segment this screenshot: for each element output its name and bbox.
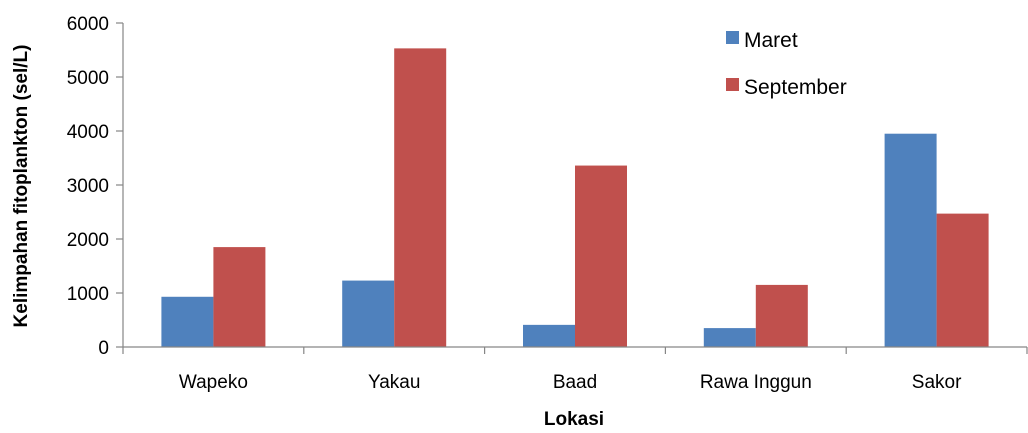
legend: Maret September (726, 29, 847, 99)
legend-label: Maret (744, 29, 798, 52)
bar-maret-yakau (342, 280, 395, 347)
y-tick-label: 6000 (67, 14, 109, 35)
y-axis-ticks: 0 1000 2000 3000 4000 5000 6000 (67, 14, 123, 359)
x-category-label: Wapeko (179, 372, 248, 393)
x-axis-ticks: Wapeko Yakau Baad Rawa Inggun Sakor (122, 347, 1028, 393)
x-category-label: Sakor (912, 372, 962, 393)
y-tick-label: 5000 (67, 68, 109, 89)
bar-maret-rawa-inggun (703, 328, 756, 347)
bar-september-yakau (394, 48, 447, 347)
legend-swatch (726, 78, 739, 91)
bar-september-rawa-inggun (755, 284, 808, 347)
x-category-label: Baad (553, 372, 597, 393)
y-tick-label: 0 (98, 338, 109, 359)
bar-maret-wapeko (161, 296, 214, 347)
bar-september-baad (575, 165, 627, 347)
bar-september-wapeko (213, 247, 266, 347)
x-axis-title: Lokasi (544, 409, 604, 430)
x-category-label: Rawa Inggun (700, 372, 812, 393)
bar-september-sakor (936, 213, 989, 347)
y-tick-label: 1000 (67, 284, 109, 305)
x-category-label: Yakau (368, 372, 420, 393)
y-tick-label: 3000 (67, 176, 109, 197)
y-tick-label: 4000 (67, 122, 109, 143)
legend-swatch (726, 31, 739, 44)
bar-maret-baad (523, 324, 575, 347)
bar-maret-sakor (884, 133, 937, 347)
y-axis-title: Kelimpahan fitoplankton (sel/L) (11, 45, 32, 328)
y-tick-label: 2000 (67, 230, 109, 251)
bars-group (161, 48, 989, 347)
legend-label: September (744, 76, 847, 99)
